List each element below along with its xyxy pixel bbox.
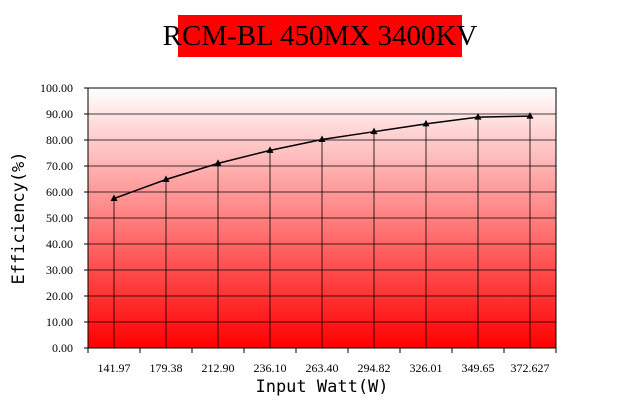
x-tick-label: 326.01 xyxy=(410,361,443,375)
data-point-marker xyxy=(318,135,326,142)
y-tick-label: 100.00 xyxy=(40,81,73,95)
x-tick-label: 212.90 xyxy=(202,361,235,375)
data-markers xyxy=(110,112,534,201)
data-point-marker xyxy=(214,159,222,166)
y-tick-label: 80.00 xyxy=(46,133,73,147)
y-tick-label: 60.00 xyxy=(46,185,73,199)
y-tick-label: 90.00 xyxy=(46,107,73,121)
data-point-marker xyxy=(422,119,430,127)
y-axis-label: Efficiency(%) xyxy=(9,151,29,284)
x-tick-label: 372.627 xyxy=(511,361,550,375)
chart-title: RCM-BL 450MX 3400KV xyxy=(162,19,478,52)
axis-ticks: 0.00 10.00 20.00 30.00 40.00 50.00 60.00 70.00 8… xyxy=(40,81,557,375)
y-tick-label: 50.00 xyxy=(46,211,73,225)
data-point-marker xyxy=(526,112,534,119)
x-tick-label: 263.40 xyxy=(306,361,339,375)
y-tick-label: 30.00 xyxy=(46,263,73,277)
x-tick-label: 294.82 xyxy=(358,361,391,375)
y-tick-label: 10.00 xyxy=(46,315,73,329)
data-point-marker xyxy=(474,113,482,120)
y-tick-label: 40.00 xyxy=(46,237,73,251)
y-tick-label: 20.00 xyxy=(46,289,73,303)
data-point-marker xyxy=(370,127,378,135)
x-tick-label: 236.10 xyxy=(254,361,287,375)
x-axis-label: Input Watt(W) xyxy=(255,377,388,397)
data-point-marker xyxy=(266,146,274,153)
x-tick-label: 349.65 xyxy=(462,361,495,375)
x-tick-label: 179.38 xyxy=(150,361,183,375)
data-point-marker xyxy=(110,194,118,201)
chart-title-box: RCM-BL 450MX 3400KV xyxy=(163,15,477,57)
y-tick-label: 0.00 xyxy=(52,341,73,355)
data-point-marker xyxy=(162,175,170,183)
x-tick-label: 141.97 xyxy=(98,361,131,375)
y-tick-label: 70.00 xyxy=(46,159,73,173)
drop-lines xyxy=(113,116,531,348)
